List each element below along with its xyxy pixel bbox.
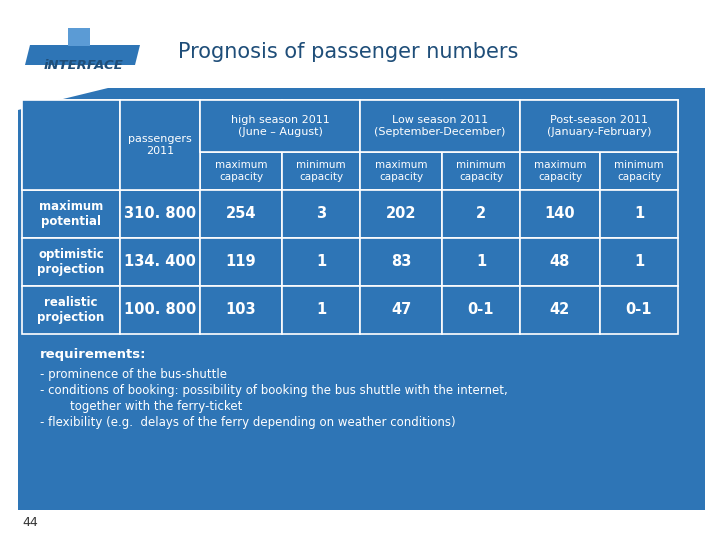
Bar — [68, 28, 90, 46]
Text: 1: 1 — [476, 254, 486, 269]
Text: requirements:: requirements: — [40, 348, 146, 361]
Text: - prominence of the bus-shuttle: - prominence of the bus-shuttle — [40, 368, 227, 381]
Text: 42: 42 — [550, 302, 570, 318]
Text: minimum
capacity: minimum capacity — [456, 160, 506, 182]
Bar — [120, 152, 200, 190]
Bar — [360, 100, 442, 152]
Text: 1: 1 — [316, 302, 326, 318]
Bar — [282, 238, 360, 286]
Polygon shape — [25, 45, 140, 65]
Polygon shape — [18, 88, 705, 510]
Bar — [200, 100, 360, 152]
Text: Post-season 2011
(January-February): Post-season 2011 (January-February) — [546, 115, 652, 137]
Bar — [22, 100, 120, 152]
Bar — [282, 286, 360, 334]
Bar — [442, 286, 520, 334]
Bar — [200, 100, 282, 152]
Bar — [600, 238, 678, 286]
Text: high season 2011
(June – August): high season 2011 (June – August) — [230, 115, 329, 137]
Bar — [22, 100, 120, 190]
Text: 119: 119 — [225, 254, 256, 269]
Text: 1: 1 — [634, 254, 644, 269]
Bar — [600, 286, 678, 334]
Text: minimum
capacity: minimum capacity — [614, 160, 664, 182]
Text: 0-1: 0-1 — [468, 302, 494, 318]
Bar — [520, 238, 600, 286]
Text: 0-1: 0-1 — [626, 302, 652, 318]
Bar — [22, 238, 120, 286]
Bar — [600, 152, 678, 190]
Bar — [200, 190, 282, 238]
Text: 2: 2 — [476, 206, 486, 221]
Bar — [360, 190, 442, 238]
Bar — [22, 190, 120, 238]
Bar — [520, 100, 678, 152]
Bar — [360, 152, 442, 190]
Bar — [442, 238, 520, 286]
Bar — [442, 100, 520, 152]
Bar — [200, 152, 282, 190]
Text: 1: 1 — [316, 254, 326, 269]
Text: 202: 202 — [386, 206, 416, 221]
Bar — [360, 286, 442, 334]
Text: iNTERFACE: iNTERFACE — [43, 59, 123, 72]
Bar — [442, 152, 520, 190]
Text: Prognosis of passenger numbers: Prognosis of passenger numbers — [178, 42, 518, 62]
Text: 100. 800: 100. 800 — [124, 302, 196, 318]
Text: 48: 48 — [550, 254, 570, 269]
Text: 254: 254 — [226, 206, 256, 221]
Text: optimistic
projection: optimistic projection — [37, 248, 104, 276]
Text: 103: 103 — [225, 302, 256, 318]
Text: 140: 140 — [545, 206, 575, 221]
Text: passengers
2011: passengers 2011 — [128, 134, 192, 156]
Bar — [22, 286, 120, 334]
Bar — [200, 238, 282, 286]
Text: - flexibility (e.g.  delays of the ferry depending on weather conditions): - flexibility (e.g. delays of the ferry … — [40, 416, 456, 429]
Text: 83: 83 — [391, 254, 411, 269]
Bar — [282, 152, 360, 190]
Bar — [120, 286, 200, 334]
Bar — [18, 8, 168, 80]
Bar — [120, 100, 200, 152]
Text: 3rd International Project Workshop
INTERFACE: 3rd International Project Workshop INTER… — [359, 512, 541, 534]
Text: together with the ferry-ticket: together with the ferry-ticket — [40, 400, 243, 413]
Bar — [520, 152, 600, 190]
Text: Prof. Dr. Martin Benkenstein: Prof. Dr. Martin Benkenstein — [660, 518, 720, 528]
Text: 1: 1 — [634, 206, 644, 221]
Text: maximum
capacity: maximum capacity — [215, 160, 267, 182]
Text: realistic
projection: realistic projection — [37, 296, 104, 324]
Bar — [282, 190, 360, 238]
Bar — [520, 286, 600, 334]
Text: 134. 400: 134. 400 — [124, 254, 196, 269]
Text: 47: 47 — [391, 302, 411, 318]
Text: 44: 44 — [22, 516, 37, 530]
Bar — [360, 238, 442, 286]
Text: Low season 2011
(September-December): Low season 2011 (September-December) — [374, 115, 505, 137]
Text: 3: 3 — [316, 206, 326, 221]
Bar — [120, 190, 200, 238]
Bar — [600, 100, 678, 152]
Text: maximum
potential: maximum potential — [39, 200, 103, 228]
Text: minimum
capacity: minimum capacity — [296, 160, 346, 182]
Bar — [120, 100, 200, 190]
Bar — [200, 286, 282, 334]
Text: maximum
capacity: maximum capacity — [534, 160, 586, 182]
Text: maximum
capacity: maximum capacity — [374, 160, 427, 182]
Text: - conditions of booking: possibility of booking the bus shuttle with the interne: - conditions of booking: possibility of … — [40, 384, 508, 397]
Bar — [520, 190, 600, 238]
Bar — [22, 152, 120, 190]
Bar — [600, 190, 678, 238]
Bar — [120, 238, 200, 286]
Bar — [442, 190, 520, 238]
Bar — [282, 100, 360, 152]
Text: 310. 800: 310. 800 — [124, 206, 196, 221]
Bar — [360, 100, 520, 152]
Bar — [520, 100, 600, 152]
